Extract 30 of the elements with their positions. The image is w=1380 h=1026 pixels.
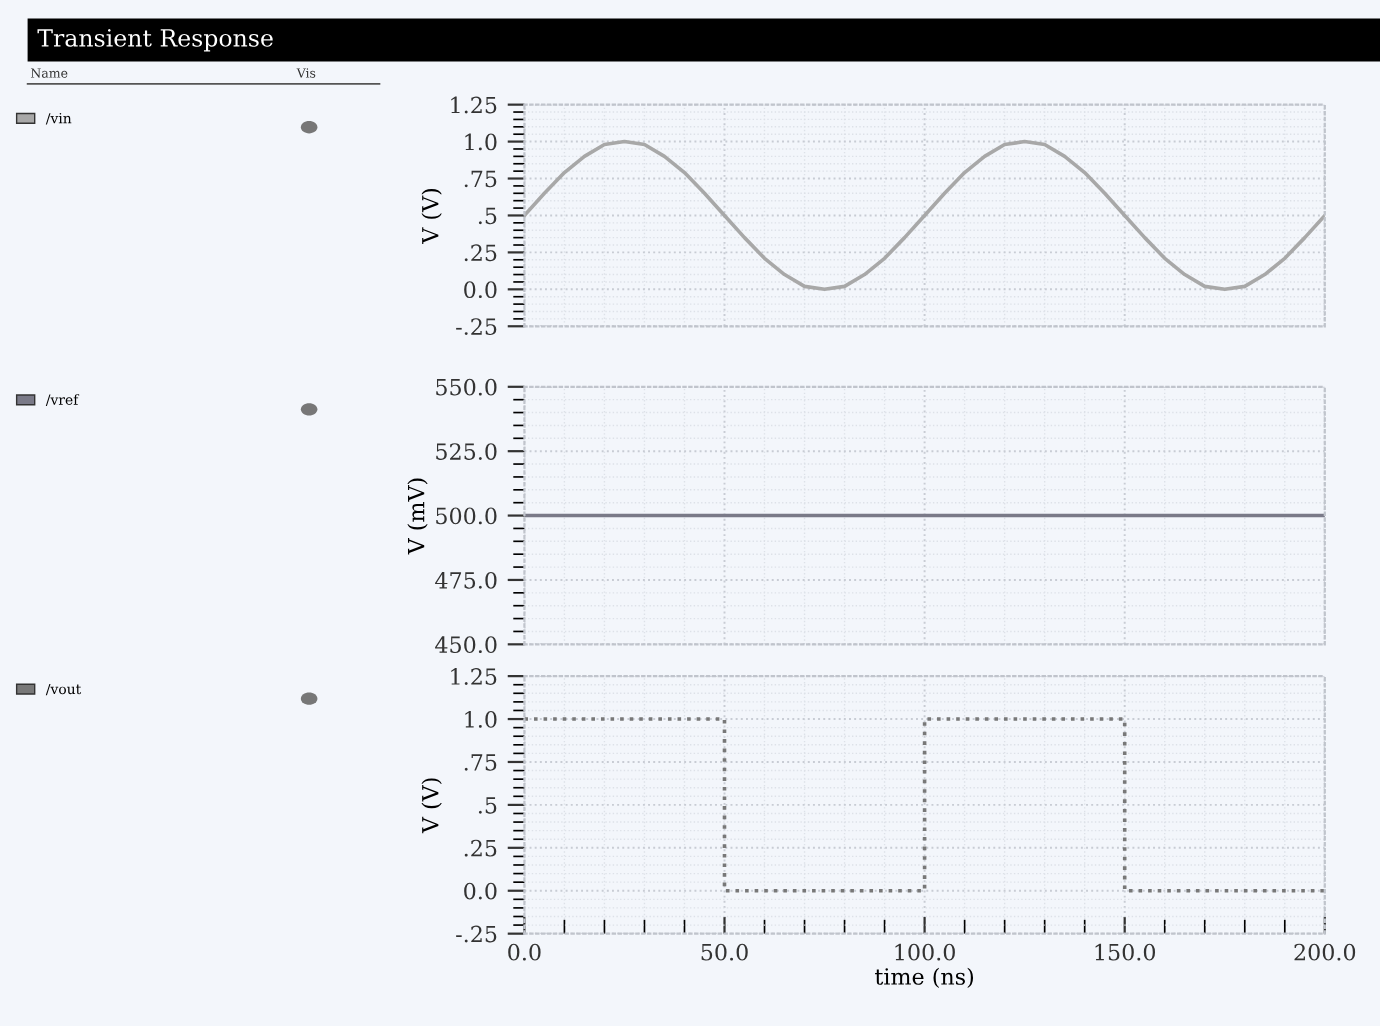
y-tick-label: .75: [464, 170, 497, 188]
y-axis-title: V (V): [421, 778, 442, 834]
y-tick-label: .5: [478, 797, 497, 814]
y-tick-label: 525.0: [436, 443, 497, 460]
y-tick-label: -.25: [456, 318, 497, 336]
y-tick-label: 450.0: [435, 636, 497, 654]
line-series: [524, 139, 1325, 292]
x-tick-label: 50.0: [701, 943, 748, 961]
text: Transient Response: [37, 29, 273, 52]
y-tick-label: .25: [464, 839, 497, 857]
y-tick-label: 1.0: [465, 133, 497, 151]
y-axis-title: V (mV): [407, 478, 428, 555]
y-tick-label: 1.25: [451, 96, 497, 114]
y-tick-label: .75: [464, 754, 497, 771]
y-tick-label: 500.0: [436, 507, 497, 525]
y-tick-label: 550.0: [436, 378, 497, 396]
y-tick-label: -.25: [456, 925, 497, 943]
x-tick-label: 200.0: [1294, 943, 1356, 961]
x-tick-label: 150.0: [1095, 943, 1156, 961]
y-tick-label: .5: [478, 207, 497, 225]
y-tick-label: 1.0: [465, 711, 497, 728]
y-tick-label: 475.0: [435, 571, 497, 589]
y-tick-label: 1.25: [451, 668, 497, 685]
y-tick-label: 0.0: [464, 882, 497, 900]
x-axis-title: time (ns): [875, 967, 974, 989]
y-tick-label: .25: [464, 244, 497, 262]
x-tick-label: 100.0: [895, 943, 955, 961]
y-tick-label: 0.0: [464, 281, 497, 299]
x-tick-label: 0.0: [508, 943, 541, 961]
y-axis-title: V (V): [421, 188, 442, 244]
